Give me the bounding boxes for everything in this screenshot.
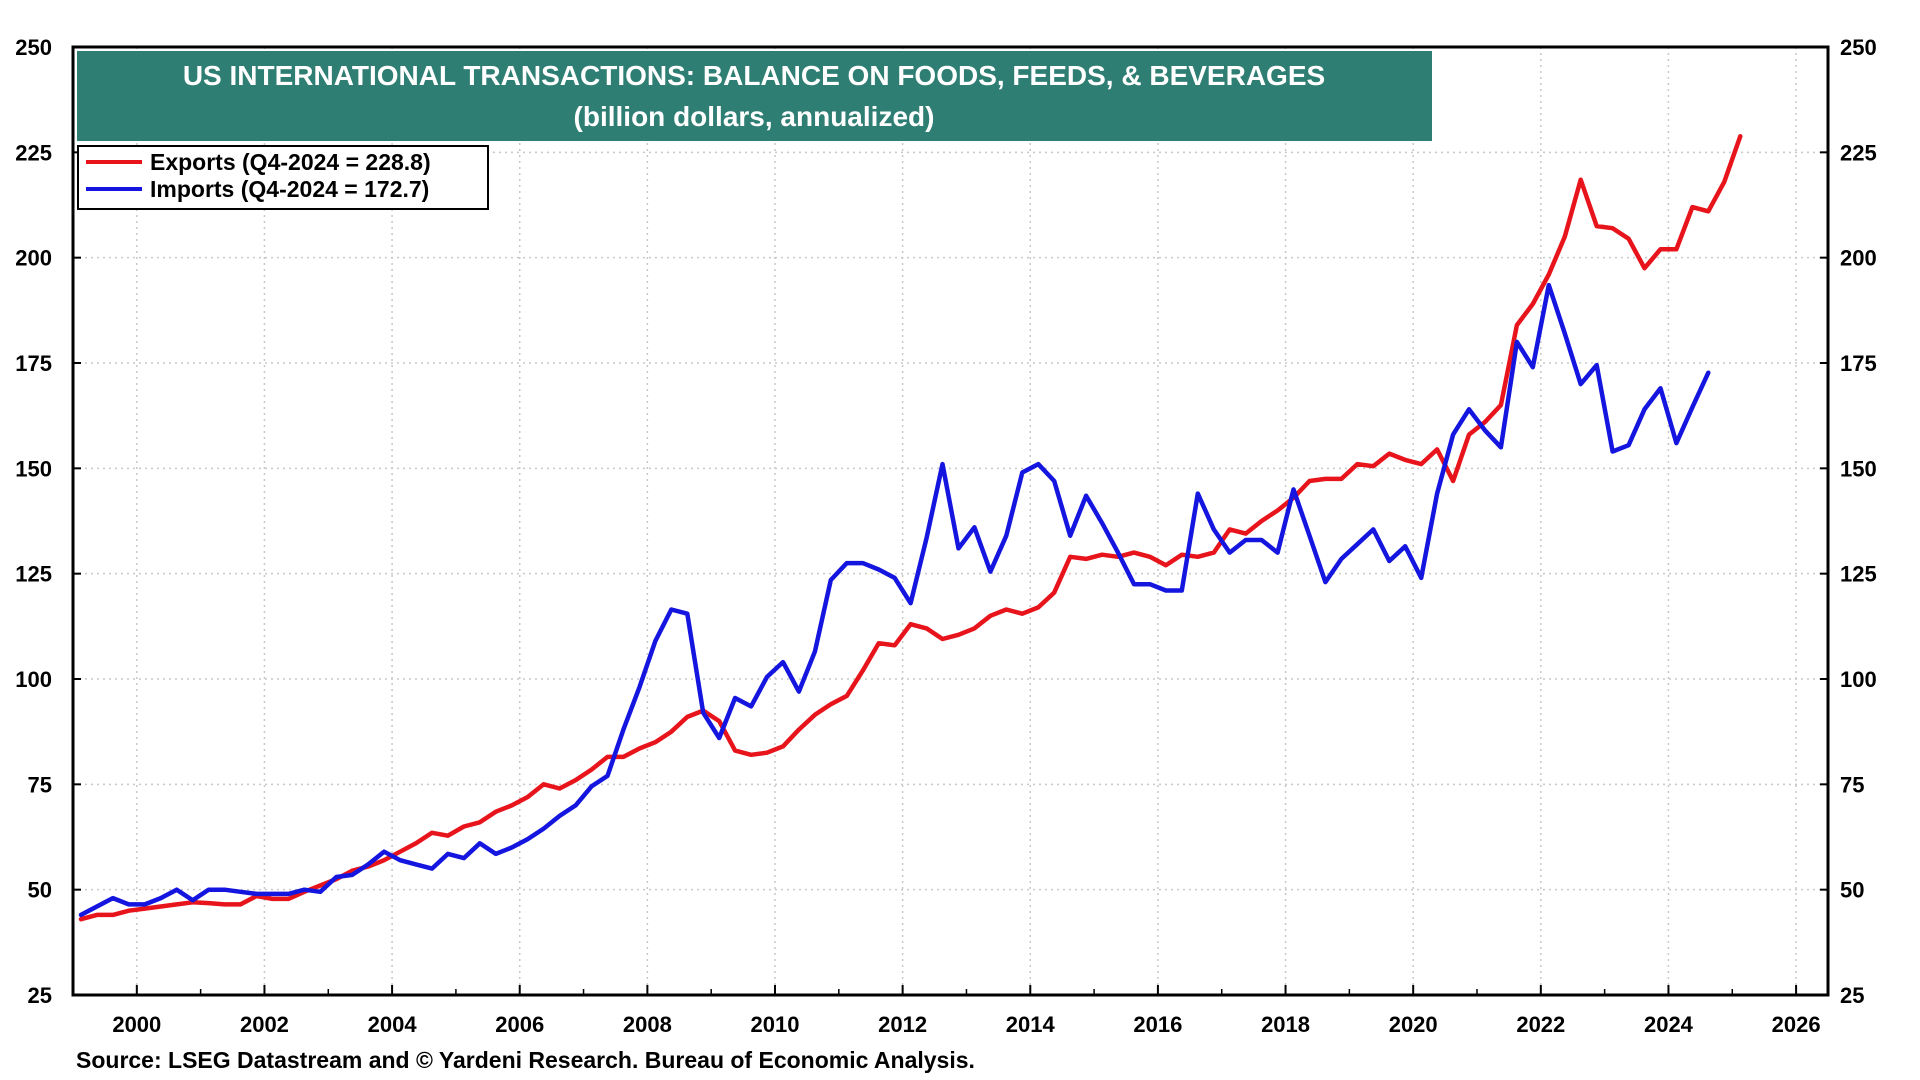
x-tick-label: 2018 [1261,1012,1310,1037]
x-tick-label: 2022 [1516,1012,1565,1037]
y-tick-label-right: 75 [1840,772,1864,797]
y-tick-label-left: 175 [15,351,52,376]
x-tick-label: 2008 [623,1012,672,1037]
x-tick-label: 2020 [1389,1012,1438,1037]
chart-subtitle: (billion dollars, annualized) [574,101,935,132]
y-axis: 25 25 50 50 75 75 100 100 125 125 150 150 175 175 200 2… [15,35,1876,1008]
source-note: Source: LSEG Datastream and © Yardeni Re… [76,1047,975,1073]
y-tick-label-left: 225 [15,140,52,165]
y-tick-label-left: 200 [15,246,52,271]
x-tick-label: 2004 [368,1012,418,1037]
legend-label-exports: Exports (Q4-2024 = 228.8) [150,149,431,175]
y-tick-label-right: 225 [1840,140,1877,165]
y-tick-label-right: 50 [1840,878,1864,903]
y-tick-label-left: 25 [28,983,52,1008]
legend-box [77,145,489,210]
y-tick-label-left: 75 [28,772,52,797]
x-axis: 2000 2002 2004 2006 2008 2010 2012 2014 2016 2018… [72,985,1821,1037]
x-tick-label: 2012 [878,1012,927,1037]
y-tick-label-left: 50 [28,878,52,903]
x-tick-label: 2002 [240,1012,289,1037]
imports-line [78,282,1711,918]
y-tick-label-left: 125 [15,562,52,587]
x-tick-label: 2006 [495,1012,544,1037]
chart-title: US INTERNATIONAL TRANSACTIONS: BALANCE O… [183,60,1325,91]
y-tick-label-left: 100 [15,667,52,692]
y-tick-label-left: 250 [15,35,52,60]
x-tick-label: 2010 [751,1012,800,1037]
y-tick-label-right: 175 [1840,351,1877,376]
x-tick-label: 2026 [1772,1012,1821,1037]
series-lines [78,134,1743,922]
legend: Exports (Q4-2024 = 228.8) Imports (Q4-20… [77,145,489,210]
x-tick-label: 2000 [112,1012,161,1037]
y-tick-label-right: 125 [1840,562,1877,587]
y-tick-label-right: 150 [1840,456,1877,481]
title-box: US INTERNATIONAL TRANSACTIONS: BALANCE O… [77,51,1432,141]
x-tick-label: 2016 [1133,1012,1182,1037]
y-tick-label-right: 25 [1840,983,1864,1008]
y-tick-label-right: 250 [1840,35,1877,60]
x-tick-label: 2014 [1006,1012,1056,1037]
title-background [77,51,1432,141]
y-tick-label-right: 200 [1840,246,1877,271]
plot-frame [71,45,1830,997]
y-tick-label-left: 150 [15,456,52,481]
x-tick-label: 2024 [1644,1012,1694,1037]
legend-label-imports: Imports (Q4-2024 = 172.7) [150,176,429,202]
y-tick-label-right: 100 [1840,667,1877,692]
